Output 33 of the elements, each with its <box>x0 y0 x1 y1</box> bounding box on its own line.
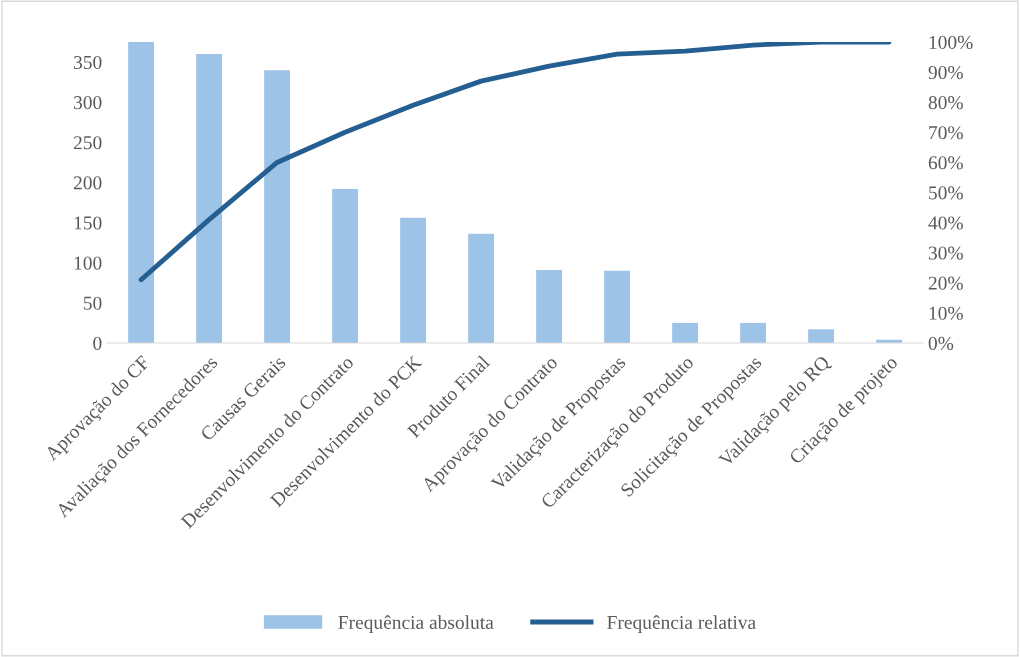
bar <box>264 70 291 343</box>
bar <box>332 188 359 343</box>
y2-tick-label: 100% <box>929 35 973 50</box>
y-tick-label: 100 <box>74 256 102 270</box>
bar <box>196 54 223 343</box>
bar <box>740 322 767 343</box>
legend-label: Frequência relativa <box>607 615 756 633</box>
bar <box>468 233 495 343</box>
y2-tick-label: 80% <box>928 96 963 110</box>
bar <box>128 42 155 343</box>
y2-tick-label: 50% <box>929 186 963 200</box>
y2-tick-label: 90% <box>928 65 963 80</box>
y2-tick-label: 30% <box>928 246 963 260</box>
bar <box>672 322 699 343</box>
y-tick-label: 350 <box>74 55 102 70</box>
y-tick-label: 150 <box>74 216 102 230</box>
y2-tick-label: 70% <box>929 126 963 140</box>
bar <box>808 329 835 343</box>
y-tick-label: 200 <box>73 176 102 190</box>
legend-label: Frequência absoluta <box>338 615 494 633</box>
y-tick-label: 300 <box>74 96 102 110</box>
y2-tick-label: 40% <box>928 216 963 230</box>
y2-tick-label: 0% <box>928 336 954 350</box>
y2-tick-label: 10% <box>929 306 963 320</box>
y2-tick-label: 20% <box>928 276 963 290</box>
y-tick-label: 250 <box>73 136 102 150</box>
bar <box>604 270 631 343</box>
bar <box>536 269 563 343</box>
y-tick-label: 50 <box>83 296 102 310</box>
bar <box>400 217 427 343</box>
y-tick-label: 0 <box>93 336 102 350</box>
y2-tick-label: 60% <box>928 156 963 170</box>
line-series <box>138 42 892 283</box>
